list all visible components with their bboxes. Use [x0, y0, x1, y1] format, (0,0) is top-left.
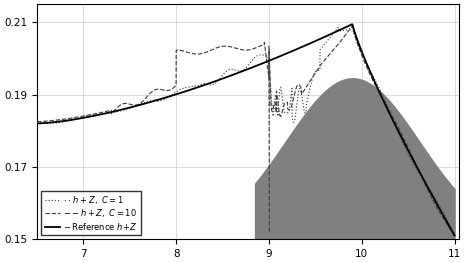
Legend: $\cdot\cdot\,h+Z,\ C=1$, $--h+Z,\ C=10$, $-\!$ Reference $h\!+\!Z$: $\cdot\cdot\,h+Z,\ C=1$, $--h+Z,\ C=10$,…	[41, 191, 141, 235]
